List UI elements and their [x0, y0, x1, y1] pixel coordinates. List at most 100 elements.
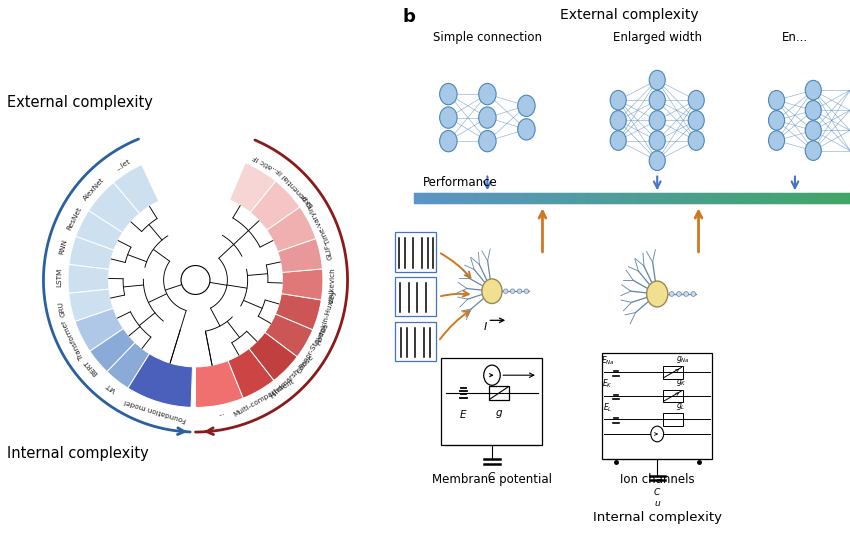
Text: External complexity: External complexity — [8, 95, 153, 110]
Bar — [602, 353, 712, 459]
Text: ResNet: ResNet — [65, 206, 82, 231]
Bar — [394, 322, 436, 361]
Wedge shape — [265, 314, 313, 357]
Circle shape — [610, 111, 626, 130]
Ellipse shape — [510, 289, 515, 293]
Text: AlexNet: AlexNet — [82, 176, 106, 202]
Text: $E_K$: $E_K$ — [603, 378, 613, 390]
Text: $C$: $C$ — [487, 470, 496, 482]
Text: Enlarged width: Enlarged width — [613, 31, 702, 44]
Text: $C$: $C$ — [653, 486, 661, 497]
Bar — [663, 413, 683, 426]
Text: Membrane potential: Membrane potential — [432, 473, 552, 486]
Circle shape — [768, 131, 785, 150]
Circle shape — [688, 131, 705, 150]
Circle shape — [518, 119, 536, 140]
Wedge shape — [128, 354, 192, 407]
Bar — [489, 386, 509, 400]
Wedge shape — [249, 332, 298, 380]
Ellipse shape — [683, 292, 689, 296]
Wedge shape — [250, 181, 300, 230]
Ellipse shape — [524, 289, 529, 293]
Circle shape — [439, 107, 457, 128]
Circle shape — [768, 111, 785, 130]
Bar — [663, 366, 683, 379]
Text: BERT: BERT — [83, 358, 99, 376]
Circle shape — [649, 91, 666, 110]
Circle shape — [649, 131, 666, 150]
Text: $E_L$: $E_L$ — [603, 402, 612, 414]
Text: Multi-compartment: Multi-compartment — [232, 378, 295, 418]
Circle shape — [439, 130, 457, 152]
Text: GLIF: GLIF — [324, 243, 333, 260]
Circle shape — [805, 101, 821, 120]
Circle shape — [647, 281, 668, 307]
Circle shape — [482, 279, 502, 304]
Text: Hindmarsh-Rose: Hindmarsh-Rose — [269, 353, 314, 399]
Ellipse shape — [691, 292, 696, 296]
Text: Foundation model: Foundation model — [124, 398, 188, 423]
Text: Performance: Performance — [423, 176, 498, 189]
Wedge shape — [68, 264, 110, 293]
Bar — [663, 390, 683, 402]
Wedge shape — [267, 207, 316, 251]
Text: Simple connection: Simple connection — [433, 31, 542, 44]
Circle shape — [768, 91, 785, 110]
Text: Internal complexity: Internal complexity — [8, 446, 149, 461]
Wedge shape — [275, 293, 321, 330]
Wedge shape — [107, 343, 150, 388]
Text: $I$: $I$ — [483, 320, 488, 332]
Text: Internal complexity: Internal complexity — [592, 511, 722, 524]
Circle shape — [649, 111, 666, 130]
Wedge shape — [88, 183, 139, 232]
Wedge shape — [196, 361, 243, 408]
Text: $g$: $g$ — [495, 408, 503, 419]
Circle shape — [479, 107, 496, 128]
Circle shape — [610, 91, 626, 110]
Bar — [441, 358, 542, 445]
Text: ...let: ...let — [115, 158, 132, 171]
Text: Izhikevich: Izhikevich — [328, 267, 335, 302]
Ellipse shape — [517, 289, 522, 293]
Wedge shape — [278, 239, 322, 272]
Text: Time-varying IF: Time-varying IF — [302, 192, 332, 244]
Wedge shape — [69, 289, 113, 321]
Text: Transformer: Transformer — [61, 319, 85, 361]
Bar — [394, 277, 436, 316]
Circle shape — [651, 426, 664, 442]
Text: $g_K$: $g_K$ — [676, 377, 686, 388]
Circle shape — [181, 265, 210, 295]
Text: Hodgkin-Huxley: Hodgkin-Huxley — [315, 289, 337, 346]
Circle shape — [518, 95, 536, 116]
Circle shape — [688, 91, 705, 110]
Text: RNN: RNN — [59, 239, 68, 255]
Circle shape — [479, 130, 496, 152]
Wedge shape — [76, 211, 122, 250]
Text: $u$: $u$ — [654, 499, 660, 508]
Ellipse shape — [677, 292, 682, 296]
Text: b: b — [403, 8, 416, 26]
Wedge shape — [90, 329, 135, 372]
Text: $E$: $E$ — [459, 408, 468, 419]
Text: Connor-Stevens: Connor-Stevens — [297, 322, 330, 374]
Circle shape — [484, 365, 501, 385]
Wedge shape — [230, 163, 275, 212]
Text: $g_{Na}$: $g_{Na}$ — [676, 353, 689, 365]
Text: LSTM: LSTM — [56, 268, 63, 287]
Wedge shape — [228, 348, 274, 398]
Wedge shape — [114, 165, 159, 213]
Text: ...atic IF: ...atic IF — [252, 153, 280, 173]
Text: $E_{Na}$: $E_{Na}$ — [601, 354, 615, 367]
Wedge shape — [75, 309, 123, 351]
Circle shape — [649, 151, 666, 170]
Ellipse shape — [503, 289, 508, 293]
Circle shape — [688, 111, 705, 130]
Circle shape — [610, 131, 626, 150]
Text: En...: En... — [782, 31, 808, 44]
Circle shape — [439, 83, 457, 105]
Circle shape — [649, 71, 666, 90]
Wedge shape — [281, 269, 323, 300]
Text: Exponential IF: Exponential IF — [275, 166, 314, 208]
Circle shape — [479, 83, 496, 105]
Circle shape — [805, 141, 821, 160]
